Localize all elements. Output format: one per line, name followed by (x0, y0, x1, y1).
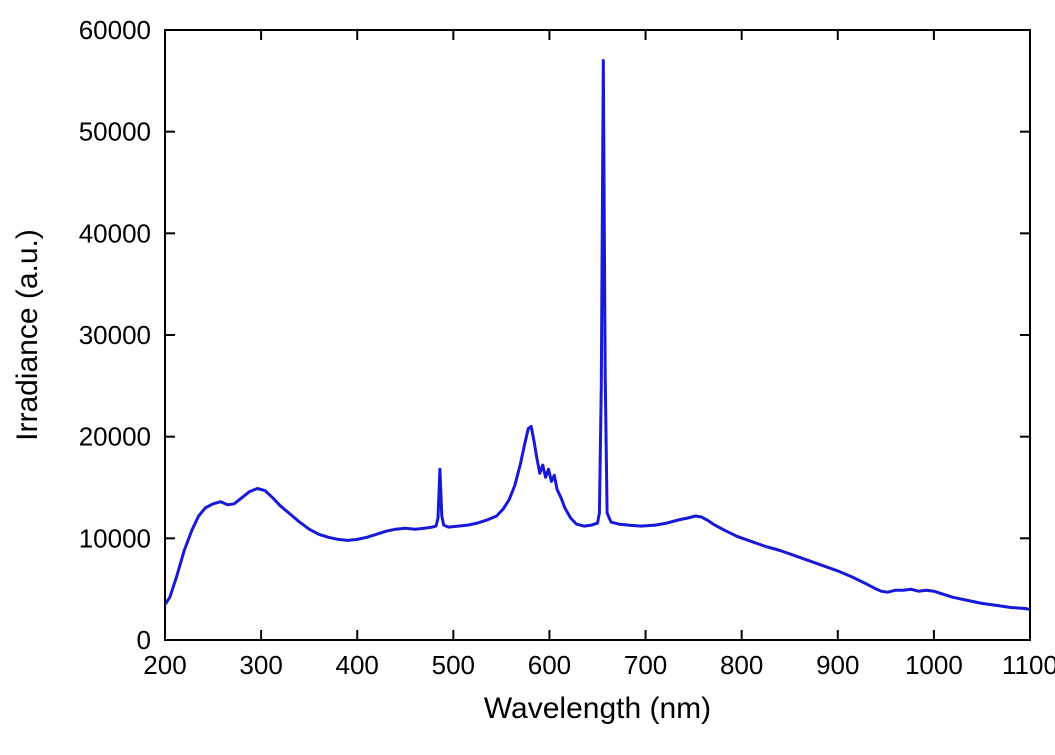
x-axis-title: Wavelength (nm) (484, 692, 711, 725)
y-tick-label: 60000 (79, 15, 151, 45)
y-tick-label: 50000 (79, 117, 151, 147)
x-tick-label: 600 (528, 650, 571, 680)
x-tick-label: 700 (624, 650, 667, 680)
y-tick-label: 20000 (79, 422, 151, 452)
x-tick-label: 300 (239, 650, 282, 680)
y-tick-label: 10000 (79, 523, 151, 553)
chart-svg: 2003004005006007008009001000110001000020… (0, 0, 1055, 755)
x-tick-label: 400 (336, 650, 379, 680)
x-tick-label: 800 (720, 650, 763, 680)
y-tick-label: 30000 (79, 320, 151, 350)
x-tick-label: 1100 (1002, 650, 1055, 680)
y-tick-label: 40000 (79, 218, 151, 248)
x-tick-label: 900 (816, 650, 859, 680)
x-tick-label: 500 (432, 650, 475, 680)
y-axis-title: Irradiance (a.u.) (11, 229, 44, 441)
y-tick-label: 0 (137, 625, 151, 655)
x-tick-label: 1000 (905, 650, 963, 680)
spectrum-chart: 2003004005006007008009001000110001000020… (0, 0, 1055, 755)
